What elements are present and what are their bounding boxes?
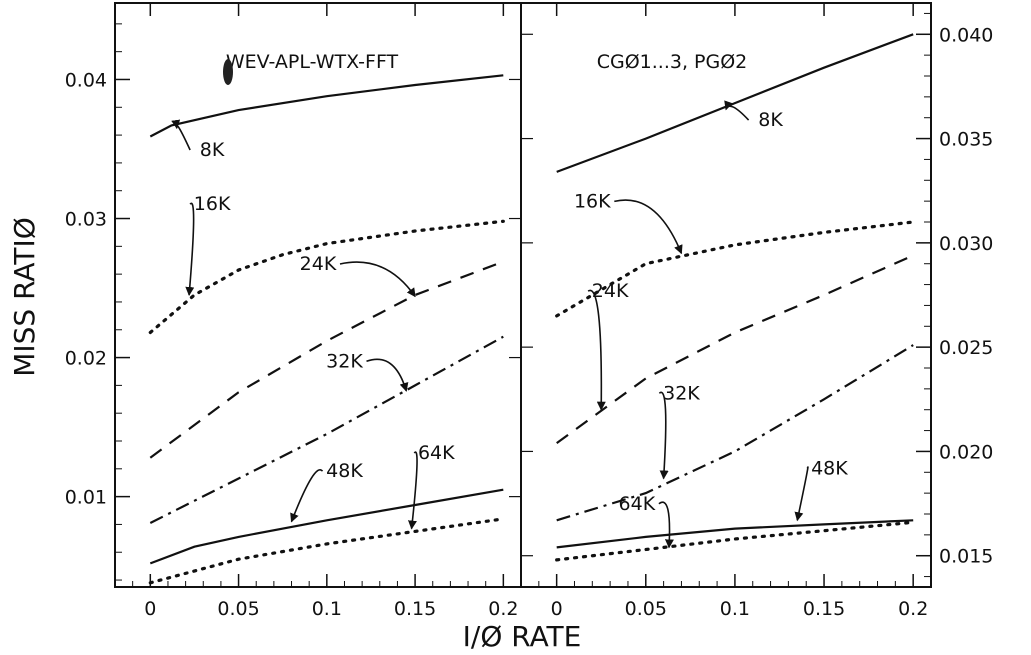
left-series-8k-line — [149, 74, 504, 138]
left-annotations: 8K 16K 24K 32K 48K 64K — [171, 119, 455, 530]
right-annotation-8k: 8K — [758, 109, 783, 131]
left-y-tick-label: 0.03 — [65, 209, 107, 231]
left-x-tick-label: 0 — [144, 598, 156, 620]
left-series-64k-line — [148, 517, 505, 585]
left-series-16k-line — [148, 219, 505, 335]
right-annotation-32k: 32K — [663, 382, 700, 404]
left-annotation-48k: 48K — [326, 460, 363, 482]
left-series-32k-line — [149, 335, 504, 524]
right-series-16k-line — [555, 220, 915, 318]
left-annotation-24k: 24K — [300, 253, 337, 275]
left-x-tick-label: 0.2 — [488, 598, 518, 620]
right-annotation-arrow-8k — [724, 100, 750, 121]
left-series-24k-line — [149, 260, 504, 459]
right-annotation-arrow-24k — [587, 289, 606, 411]
right-y-tick-label: 0.025 — [939, 337, 993, 359]
right-annotation-16k: 16K — [574, 190, 611, 212]
right-axis-ticks: 0 0.05 0.1 0.15 0.2 0.015 0.020 0.025 0.030 0.035… — [521, 3, 993, 620]
left-x-tick-label: 0.05 — [217, 598, 259, 620]
right-x-tick-label: 0.1 — [720, 598, 750, 620]
left-annotation-16k: 16K — [194, 193, 231, 215]
left-axis-ticks: 0 0.05 0.1 0.15 0.2 0.01 0.02 0.03 0.04 — [65, 3, 521, 620]
left-annotation-arrow-32k — [366, 358, 409, 392]
right-plot-frame — [520, 2, 932, 588]
right-chart-panel: 0 0.05 0.1 0.15 0.2 0.015 0.020 0.025 0.030 0.035… — [520, 2, 993, 620]
left-annotation-64k: 64K — [418, 442, 455, 464]
left-x-tick-label: 0.15 — [394, 598, 436, 620]
left-x-tick-label: 0.1 — [312, 598, 342, 620]
right-annotation-arrow-32k — [658, 391, 669, 480]
left-y-tick-label: 0.01 — [65, 487, 107, 509]
right-series-8k-line — [556, 33, 914, 173]
right-series-24k-line — [556, 254, 914, 444]
right-x-tick-label: 0.15 — [803, 598, 845, 620]
right-y-tick-label: 0.040 — [939, 24, 993, 46]
left-chart-title: WEV-APL-WTX-FFT — [226, 51, 399, 73]
left-annotation-32k: 32K — [326, 350, 363, 372]
right-y-tick-label: 0.020 — [939, 441, 993, 463]
right-series-64k-line — [555, 520, 915, 562]
right-annotation-arrow-16k — [614, 199, 683, 255]
left-y-tick-label: 0.04 — [65, 69, 107, 91]
right-x-tick-label: 0.05 — [625, 598, 667, 620]
y-axis-label: MISS RATIØ — [8, 217, 41, 377]
right-series-32k-line — [556, 344, 914, 522]
right-annotation-24k: 24K — [592, 280, 629, 302]
right-chart-title: CGØ1...3, PGØ2 — [597, 51, 748, 73]
left-annotation-arrow-8k — [171, 119, 191, 151]
left-annotation-arrow-24k — [339, 261, 416, 298]
right-annotation-64k: 64K — [619, 493, 656, 515]
left-series-lines — [148, 74, 505, 585]
right-series-lines — [555, 33, 915, 562]
right-x-tick-label: 0.2 — [898, 598, 928, 620]
x-axis-label: I/Ø RATE — [463, 620, 582, 653]
right-y-tick-label: 0.030 — [939, 233, 993, 255]
right-annotation-arrow-64k — [658, 501, 674, 549]
left-y-tick-label: 0.02 — [65, 348, 107, 370]
right-annotations: 8K 16K 24K 32K 48K 64K — [574, 100, 848, 549]
left-annotation-arrow-48k — [290, 469, 324, 523]
right-annotation-48k: 48K — [811, 457, 848, 479]
right-annotation-arrow-48k — [794, 466, 809, 522]
left-chart-panel: 0 0.05 0.1 0.15 0.2 0.01 0.02 0.03 0.04 8K 16K 24K… — [65, 2, 522, 620]
left-annotation-arrow-64k — [407, 451, 418, 530]
left-annotation-arrow-16k — [185, 202, 195, 296]
left-annotation-8k: 8K — [200, 139, 225, 161]
right-series-48k-line — [556, 519, 914, 549]
left-ink-smudge — [223, 59, 233, 85]
left-plot-frame — [114, 2, 522, 588]
right-y-tick-label: 0.035 — [939, 129, 993, 151]
left-series-48k-line — [149, 488, 504, 565]
right-x-tick-label: 0 — [551, 598, 563, 620]
right-y-tick-label: 0.015 — [939, 546, 993, 568]
